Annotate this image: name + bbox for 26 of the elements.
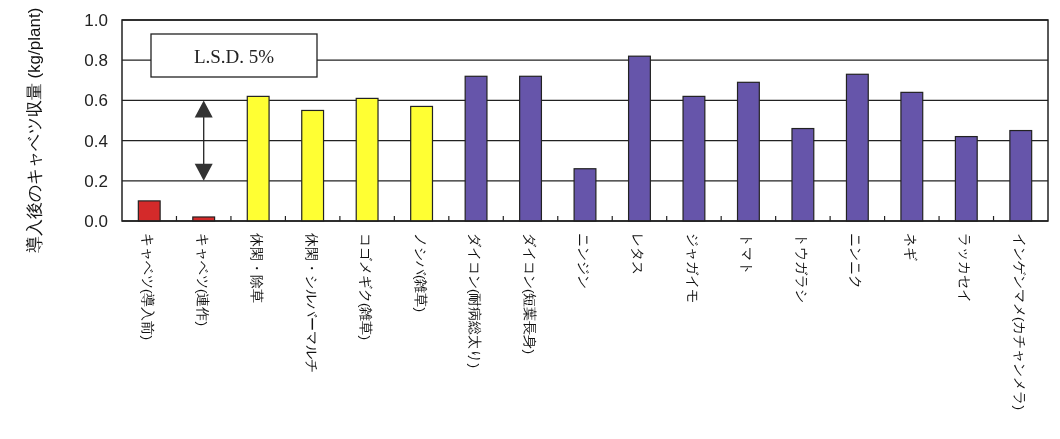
- x-tick-label: トマト: [739, 233, 755, 275]
- y-tick-label: 0.4: [84, 131, 108, 151]
- x-tick-label: トウガラシ: [793, 233, 809, 303]
- annotation-box: L.S.D. 5%: [150, 33, 318, 78]
- x-tick-label: ノシバ(雑草): [412, 233, 428, 312]
- x-tick-label: 休閑・除草: [249, 233, 265, 303]
- y-tick-label: 0.2: [84, 171, 108, 191]
- x-tick-label: 休閑・シルバーマルチ: [303, 233, 319, 373]
- y-tick-label: 0.8: [84, 51, 108, 71]
- x-tick-label: ダイコン(耐病総太り): [467, 233, 483, 368]
- y-axis-title: 導入後のキャベツ収量 (kg/plant): [25, 7, 44, 254]
- y-tick-label: 0.6: [84, 91, 108, 111]
- x-tick-label: コゴメギク(雑草): [358, 233, 374, 340]
- x-tick-label: レタス: [630, 233, 646, 275]
- x-tick-label: キャベツ(連作): [194, 233, 210, 326]
- x-tick-label: インゲンマメ(カチャンメラ): [1011, 233, 1027, 410]
- x-tick-label: キャベツ(導入前): [140, 233, 156, 340]
- x-tick-label: ニンニク: [848, 233, 864, 289]
- y-tick-label: 1.0: [84, 11, 108, 30]
- x-tick-label: ニンジン: [576, 233, 591, 289]
- x-tick-label: ジャガイモ: [684, 233, 700, 303]
- x-tick-label: ネギ: [902, 233, 918, 261]
- x-tick-label: ラッカセイ: [957, 233, 973, 303]
- annotation: L.S.D. 5%: [193, 46, 275, 67]
- x-tick-label: ダイコン(短葉長身): [521, 233, 537, 354]
- y-tick-label: 0.0: [84, 212, 108, 231]
